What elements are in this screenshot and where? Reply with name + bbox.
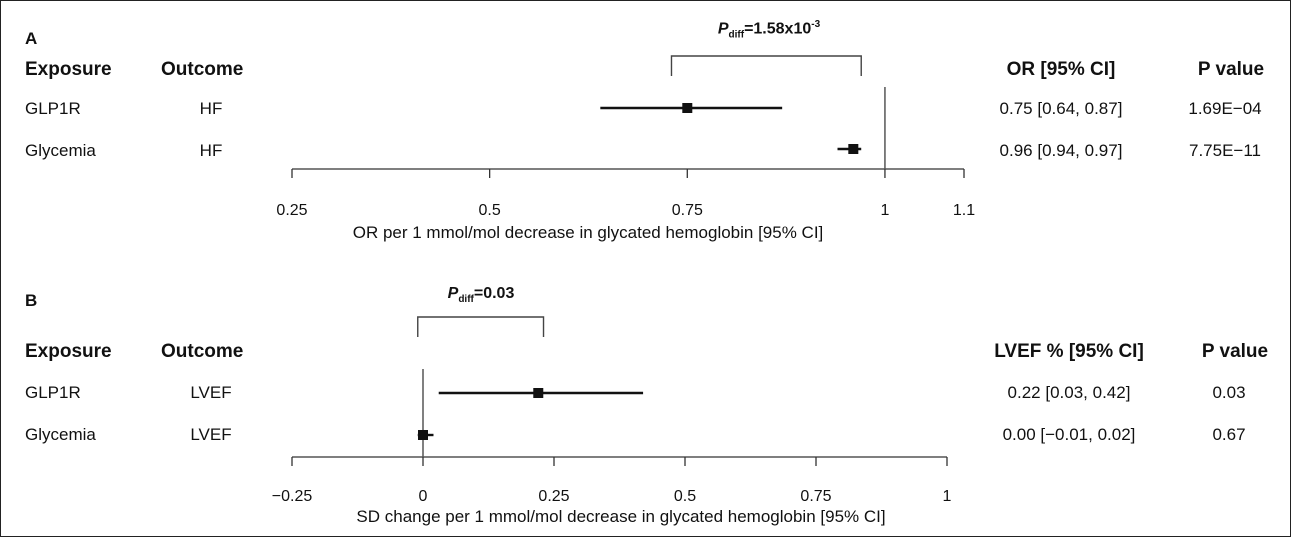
panel-a-forest-plot: 0.25 0.5 0.75 1 1.1 xyxy=(276,55,975,219)
panel-a-row2-pvalue: 7.75E−11 xyxy=(1188,141,1262,160)
panel-a-row1-pvalue: 1.69E−04 xyxy=(1188,99,1262,118)
panel-a-header-exposure: Exposure xyxy=(25,59,112,80)
panel-a-header-outcome: Outcome xyxy=(161,59,244,80)
panel-b-header-exposure: Exposure xyxy=(25,341,112,362)
panel-b-row1-exposure: GLP1R xyxy=(25,383,81,402)
panel-b-header-pvalue: P value xyxy=(1201,341,1269,362)
panel-b-tick-label-1: 0 xyxy=(419,488,428,505)
panel-b-row2-exposure: Glycemia xyxy=(25,425,96,444)
panel-b-header-estimate: LVEF % [95% CI] xyxy=(994,341,1144,362)
panel-a-header-pvalue: P value xyxy=(1197,59,1265,80)
panel-a-tick-label-4: 1.1 xyxy=(953,202,975,219)
panel-a-xlabel: OR per 1 mmol/mol decrease in glycated h… xyxy=(352,223,824,242)
panel-b-pdiff-label: Pdiff=0.03 xyxy=(447,285,515,306)
panel-a-row2-estimate: 0.96 [0.94, 0.97] xyxy=(999,141,1123,160)
panel-b-row1-pvalue: 0.03 xyxy=(1212,383,1246,402)
panel-b-tick-label-2: 0.25 xyxy=(538,488,569,505)
panel-b-point-glycemia xyxy=(418,430,428,440)
panel-b-row1-estimate: 0.22 [0.03, 0.42] xyxy=(1007,383,1131,402)
panel-a-header-estimate: OR [95% CI] xyxy=(1006,59,1116,80)
panel-b-row2-outcome: LVEF xyxy=(190,425,232,444)
panel-b-xlabel: SD change per 1 mmol/mol decrease in gly… xyxy=(356,507,886,526)
panel-a-tick-label-3: 1 xyxy=(880,202,889,219)
panel-b-tick-label-0: −0.25 xyxy=(272,488,313,505)
panel-a-pdiff-label: Pdiff=1.58x10-3 xyxy=(717,19,821,41)
panel-a-tick-label-1: 0.5 xyxy=(479,202,501,219)
panel-b-header-outcome: Outcome xyxy=(161,341,244,362)
panel-b-tick-label-3: 0.5 xyxy=(674,488,696,505)
panel-a-letter: A xyxy=(25,29,38,48)
panel-a-pdiff-bracket xyxy=(670,55,862,76)
panel-a-row1-exposure: GLP1R xyxy=(25,99,81,118)
panel-a-tick-label-0: 0.25 xyxy=(276,202,307,219)
panel-b-letter: B xyxy=(25,291,38,310)
panel-b-tick-label-4: 0.75 xyxy=(800,488,831,505)
panel-a-point-glp1r xyxy=(682,103,693,113)
panel-b-point-glp1r xyxy=(533,388,544,398)
panel-b-row2-estimate: 0.00 [−0.01, 0.02] xyxy=(1002,425,1136,444)
panel-b-tick-label-5: 1 xyxy=(943,488,952,505)
panel-b-row2-pvalue: 0.67 xyxy=(1212,425,1246,444)
panel-b-row1-outcome: LVEF xyxy=(190,383,232,402)
panel-a-tick-label-2: 0.75 xyxy=(672,202,703,219)
panel-a-row2-exposure: Glycemia xyxy=(25,141,96,160)
panel-b-pdiff-bracket xyxy=(417,316,545,337)
panel-a-row1-estimate: 0.75 [0.64, 0.87] xyxy=(999,99,1123,118)
panel-a-row2-outcome: HF xyxy=(199,141,223,160)
panel-a-point-glycemia xyxy=(848,144,859,154)
panel-a-row1-outcome: HF xyxy=(199,99,223,118)
